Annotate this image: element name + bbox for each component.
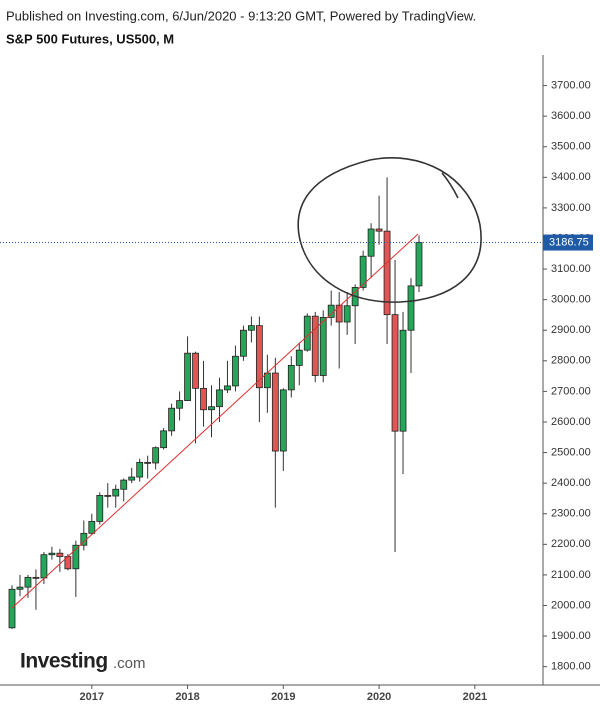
candle-body [216,389,223,408]
candle-body [391,314,399,432]
candle-body [8,588,16,629]
candle-body [311,315,319,376]
y-tick-label: 2100.00 [551,569,591,581]
candle-body [359,255,367,288]
y-tick-label: 1800.00 [551,661,591,673]
y-tick-label: 3300.00 [551,202,591,214]
y-tick-label: 2300.00 [551,508,591,520]
candle-body [200,387,207,411]
candle-body [255,325,263,389]
candle-body [287,365,295,391]
hand-drawn-stroke [441,172,459,199]
candle-body [104,494,112,497]
candle-body [247,325,255,331]
hand-drawn-circle [297,157,482,303]
y-tick-label: 3600.00 [551,110,591,122]
candle-body [88,520,96,534]
candle-body [399,329,407,432]
candle-body [303,315,311,351]
y-tick-label: 2600.00 [551,416,591,428]
y-tick-label: 2900.00 [551,324,591,336]
candle-body [319,316,327,376]
candle-body [232,355,239,387]
candle-body [383,230,391,316]
x-tick-label: 2018 [175,691,199,703]
y-tick-label: 3700.00 [551,79,591,91]
chart-title: S&P 500 Futures, US500, M [6,31,174,46]
candle-body [168,407,176,432]
y-tick-label: 2000.00 [551,599,591,611]
candle-body [240,329,247,357]
candle-body [271,372,279,452]
y-tick-label: 1900.00 [551,630,591,642]
candle-body [120,479,128,490]
candle-body [367,228,375,257]
candle-body [72,544,80,570]
candle-body [407,285,415,331]
candle-body [16,586,24,590]
y-tick-label: 3100.00 [551,263,591,275]
candle-body [56,552,64,557]
candle-body [128,476,136,481]
y-tick-label: 2200.00 [551,538,591,550]
candle-body [32,576,40,579]
y-tick-label: 3000.00 [551,294,591,306]
candle-body [160,430,168,449]
y-tick-label: 2400.00 [551,477,591,489]
candle-body [375,228,383,232]
candle-body [295,349,303,366]
candle-body [48,552,56,556]
candle-body [24,576,32,588]
candle-body [144,461,152,464]
candle-body [96,494,104,522]
candle-body [279,389,287,452]
y-tick-label: 2700.00 [551,385,591,397]
x-tick-label: 2019 [271,691,295,703]
logo-name: Investing [20,650,108,673]
trendline [11,233,419,609]
plot: 1800.00 1900.00 2000.00 2100.00 2200.00 2300.… [0,79,593,703]
y-tick-label: 3400.00 [551,171,591,183]
x-tick-label: 2020 [367,691,391,703]
candle-body [415,242,423,287]
candle-body [343,305,351,323]
candle-body [208,406,215,411]
y-tick-label: 3500.00 [551,141,591,153]
candle-body [224,385,231,391]
candle-body [335,304,343,323]
header: Published on Investing.com, 6/Jun/2020 -… [6,8,476,23]
y-tick-label: 2800.00 [551,355,591,367]
candle-body [112,488,120,497]
candle-body [176,400,183,409]
x-tick-label: 2017 [80,691,104,703]
candle-body [40,554,48,579]
last-price-tag: 3186.75 [549,236,589,248]
x-tick-label: 2021 [463,691,487,703]
last-price-tag-bg [543,234,593,251]
candle-body [184,352,191,401]
candle-body [152,447,160,464]
y-tick-label: 2500.00 [551,446,591,458]
logo-suffix: .com [113,655,146,672]
candle-body [192,352,199,389]
candle-body [136,461,144,478]
